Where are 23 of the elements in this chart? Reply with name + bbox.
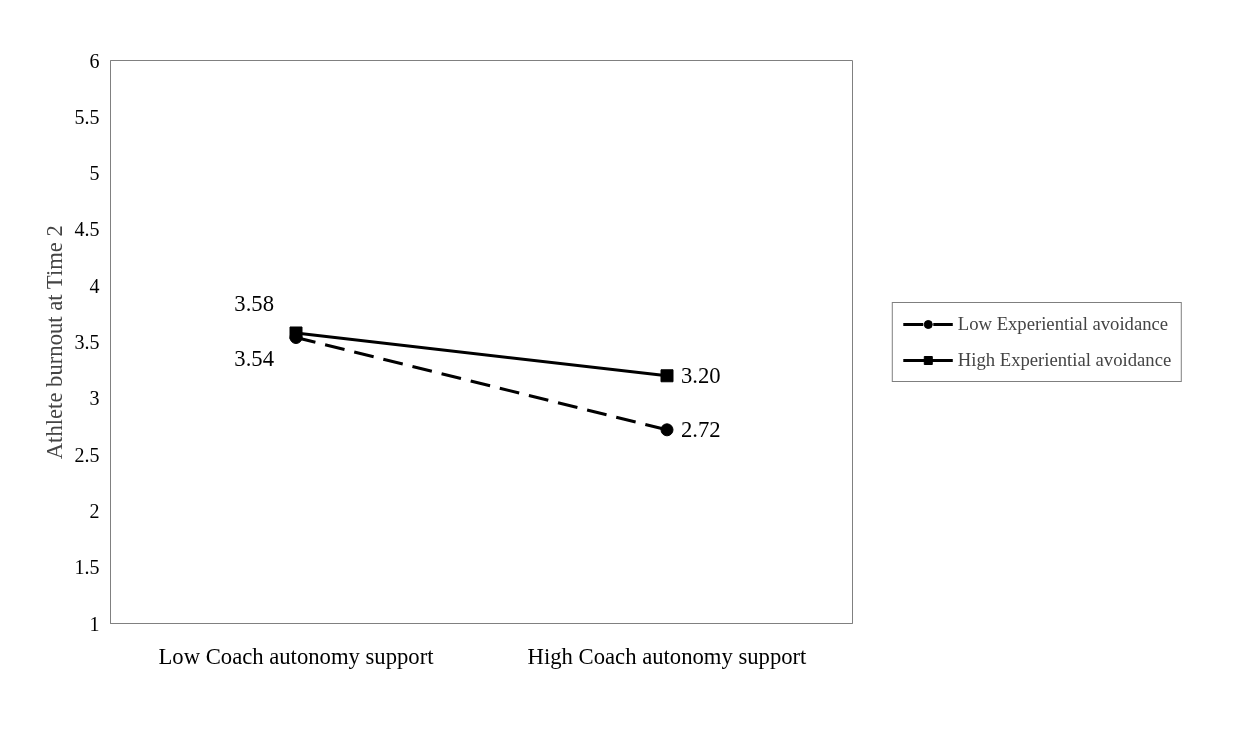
data-label: 3.58 — [234, 290, 275, 316]
legend-label: High Experiential avoidance — [957, 348, 1172, 371]
x-tick-label: Low Coach autonomy support — [158, 643, 435, 669]
point — [660, 369, 674, 383]
y-tick-label: 1 — [89, 612, 100, 635]
y-tick-label: 5 — [89, 162, 100, 185]
y-tick-label: 2.5 — [74, 443, 100, 466]
y-tick-label: 6 — [89, 49, 100, 72]
legend-label: Low Experiential avoidance — [957, 312, 1169, 335]
y-tick-label: 4 — [89, 274, 100, 297]
point — [289, 326, 303, 340]
y-tick-label: 3.5 — [74, 331, 100, 353]
y-tick-label: 3 — [89, 387, 100, 410]
point — [660, 423, 674, 437]
data-label: 2.72 — [681, 417, 721, 443]
y-tick-label: 5.5 — [74, 105, 100, 128]
y-tick-label: 4.5 — [74, 218, 100, 241]
y-tick-label: 2 — [89, 499, 100, 522]
data-label: 3.54 — [234, 346, 275, 372]
y-axis-title: Athlete burnout at Time 2 — [41, 225, 67, 460]
x-tick-label: High Coach autonomy support — [527, 643, 808, 669]
data-label: 3.20 — [681, 363, 721, 389]
y-tick-label: 1.5 — [74, 556, 100, 579]
